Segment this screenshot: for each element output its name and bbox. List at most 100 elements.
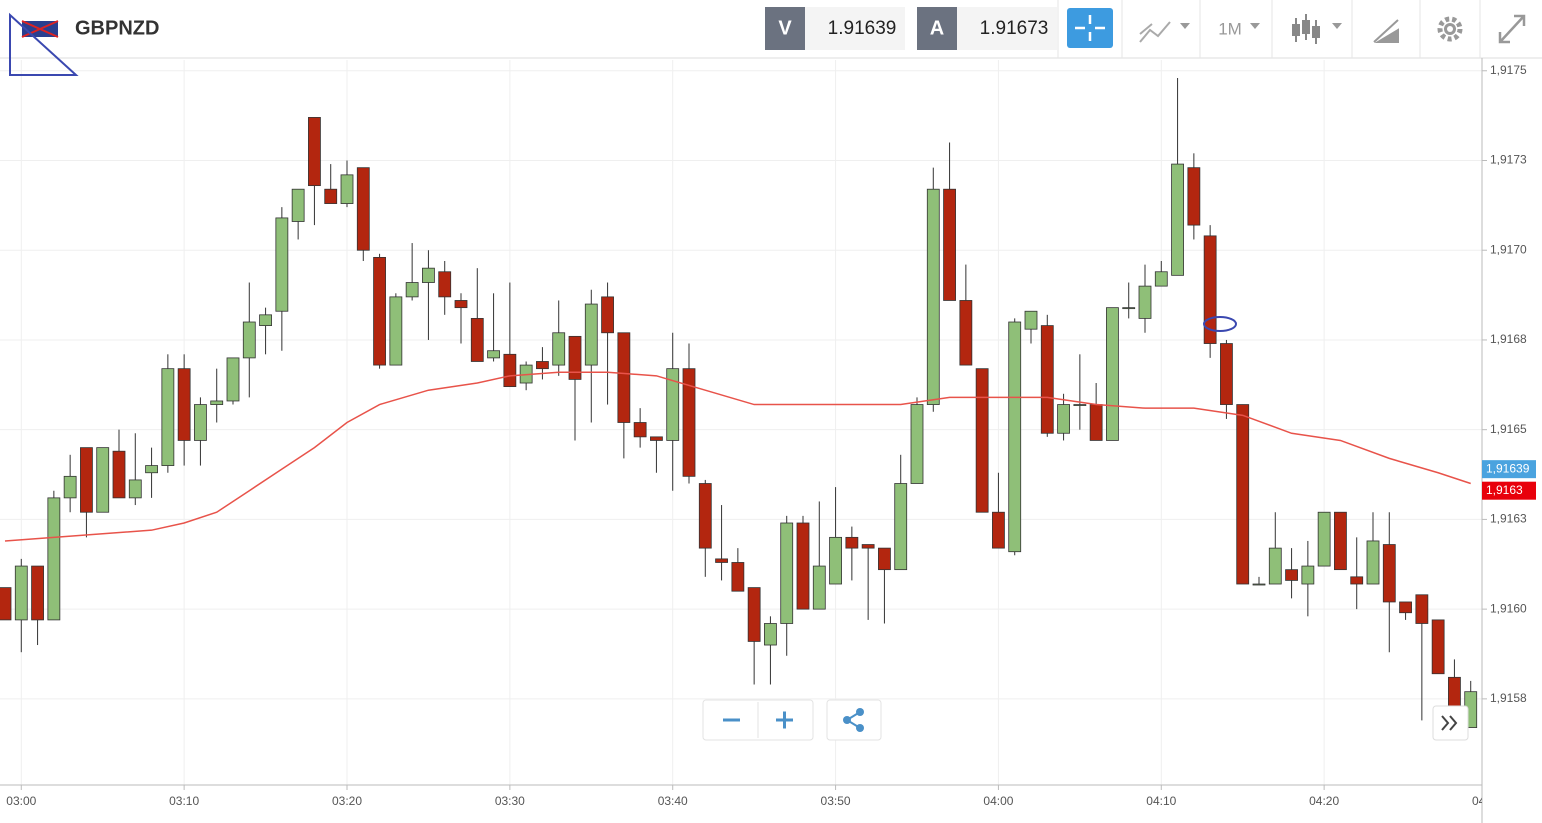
candle-body [1366, 540, 1380, 585]
x-tick-label: 03:10 [169, 794, 199, 808]
candle-body [1106, 307, 1119, 441]
candle-body [405, 282, 419, 298]
candle-body [1236, 404, 1250, 585]
candle-body [584, 303, 598, 366]
candle-body [568, 335, 582, 380]
settings-icon-hole [1447, 26, 1453, 32]
interval[interactable]: 1M [1218, 19, 1242, 38]
x-tick-label: 03:50 [821, 794, 851, 808]
candle-body [764, 623, 777, 646]
candle-body [161, 368, 175, 466]
scroll-end-icon [1441, 715, 1458, 731]
candle-body [845, 536, 859, 549]
bid-price: 1.91639 [828, 18, 897, 39]
candle-body [487, 350, 500, 359]
candle-body [536, 361, 549, 370]
candle-body [1024, 310, 1038, 330]
candle-body [503, 353, 517, 388]
candle-body [1285, 569, 1298, 581]
x-tick-label: 03:00 [6, 794, 36, 808]
candle-body [47, 497, 61, 621]
candle-body [1382, 544, 1396, 603]
ask-box[interactable] [957, 7, 1057, 50]
candle-body [894, 483, 908, 571]
chart-type-icon[interactable] [1139, 21, 1171, 43]
candle-body [112, 450, 126, 499]
candle-body [1399, 601, 1412, 614]
candle-body [650, 436, 663, 441]
candle-body [422, 267, 435, 283]
candle-body [242, 321, 256, 359]
candle-body [861, 544, 875, 549]
candle-body [1415, 594, 1429, 624]
price-tag [1482, 460, 1536, 479]
y-tick-label: 1,9173 [1490, 153, 1527, 167]
candle-body [128, 479, 142, 499]
axes: 1,9175 1,9173 1,9170 1,9168 1,9165 1,9163 1,91… [0, 58, 1527, 823]
candle-icon [1312, 26, 1320, 38]
triangle-drawing[interactable] [9, 12, 79, 76]
price-tag-label: 1,9163 [1486, 483, 1523, 497]
dropdown-arrow [1180, 23, 1190, 29]
candle-body [878, 547, 891, 571]
x-tick-label: 04:20 [1309, 794, 1339, 808]
x-tick-label: 04:10 [1146, 794, 1176, 808]
candle-body [829, 536, 842, 585]
ellipse-drawing[interactable] [1203, 316, 1237, 332]
flag-cross [21, 20, 59, 38]
candle-body [959, 300, 973, 366]
y-tick-label: 1,9165 [1490, 422, 1527, 436]
candle-body [1057, 404, 1070, 434]
candle-body [682, 368, 696, 477]
candle-body [145, 465, 158, 474]
candle-body [1431, 619, 1445, 675]
bid-box[interactable] [805, 7, 905, 50]
moving-average-line [4, 371, 1471, 542]
candle-body [1073, 404, 1087, 406]
draw-icon[interactable] [1373, 19, 1399, 43]
bid-badge[interactable] [765, 7, 805, 50]
crosshair-button[interactable] [1067, 8, 1113, 48]
candle-body [177, 368, 191, 441]
candle-body [340, 174, 354, 204]
fullscreen-icon[interactable] [1498, 14, 1526, 44]
settings-icon[interactable] [1437, 16, 1463, 42]
ask-label: A [930, 17, 944, 39]
candle-body [617, 332, 631, 423]
candle-body [1334, 511, 1347, 571]
candle-body [356, 167, 370, 251]
symbol: GBPNZD [75, 17, 159, 39]
zoom-controls [702, 699, 1469, 741]
crosshair-icon [1075, 15, 1105, 41]
y-tick-label: 1,9170 [1490, 242, 1527, 256]
price-tag [1482, 481, 1536, 500]
y-tick-label: 1,9158 [1490, 691, 1527, 705]
header: GBPNZD V 1.91639 A 1.91673 1M [0, 0, 1542, 59]
candle-body [1171, 163, 1184, 276]
candle-body [1138, 285, 1152, 319]
candle-body [1252, 583, 1266, 586]
candle-body [1203, 235, 1217, 344]
y-tick-label: 1,9163 [1490, 512, 1527, 526]
candle-body [373, 257, 386, 366]
x-tick-label: 03:30 [495, 794, 525, 808]
candle-icon [1292, 24, 1300, 36]
ask-price: 1.91673 [980, 18, 1049, 39]
candle-body [1317, 511, 1331, 567]
y-tick-label: 1,9168 [1490, 332, 1527, 346]
candle-body [1350, 576, 1364, 585]
scroll-end-button[interactable] [1432, 705, 1469, 741]
candle-body [1448, 676, 1461, 711]
candle-body [552, 332, 566, 366]
candle-body [194, 404, 207, 441]
y-tick-label: 1,9160 [1490, 601, 1527, 615]
zoom-in[interactable] [776, 711, 793, 729]
candle-body [780, 522, 794, 624]
price-tag-label: 1,91639 [1486, 461, 1530, 475]
ask-badge[interactable] [917, 7, 957, 50]
candle-body [943, 188, 956, 301]
dropdown-arrow [1250, 23, 1260, 29]
candle-body [698, 483, 712, 549]
